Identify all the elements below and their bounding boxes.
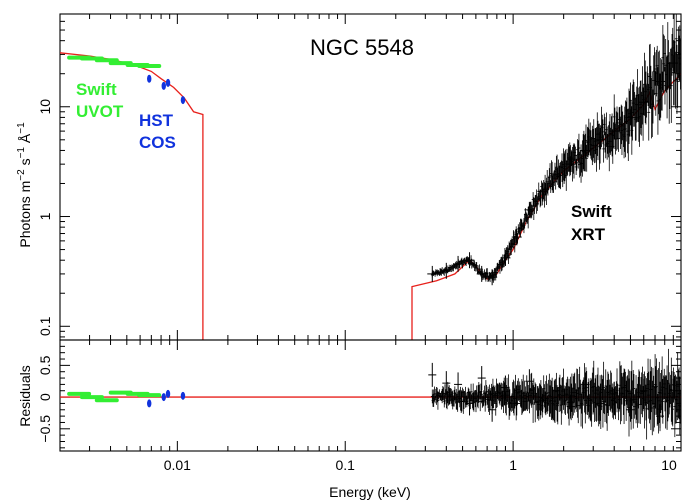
cos-residual (180, 391, 186, 400)
x-axis-label: Energy (keV) (329, 484, 411, 500)
x-tick-label: 10 (661, 457, 677, 473)
top-plot-frame (59, 13, 682, 341)
chart-title: NGC 5548 (310, 35, 414, 60)
res-y-tick-label: 0 (37, 393, 53, 401)
uvot-label-line1: Swift (76, 80, 117, 99)
top-y-tick-label: 10 (37, 99, 53, 115)
top-y-tick-label: 0.1 (37, 316, 53, 336)
residuals-plot-area (60, 348, 681, 440)
xrt-label-line1: Swift (571, 202, 612, 221)
cos-point (161, 81, 166, 90)
residuals-plot-frame (59, 339, 682, 452)
res-y-tick-label: −0.5 (37, 415, 53, 443)
x-tick-label: 0.01 (164, 457, 191, 473)
top-plot-area (60, 14, 681, 340)
x-tick-label: 0.1 (335, 457, 355, 473)
x-tick-label: 1 (509, 457, 517, 473)
cos-residual (161, 393, 166, 402)
top-y-axis-label: Photons m−2 s−1 Å−1 (16, 122, 33, 248)
cos-label-line1: HST (139, 111, 174, 130)
cos-residual (147, 399, 152, 408)
cos-residual (165, 389, 171, 398)
cos-point (165, 78, 171, 87)
residuals-panel: 0.01 0.1 1 10 0.5 0 −0.5 (37, 339, 682, 473)
residuals-y-axis-label: Residuals (17, 365, 33, 426)
xrt-label-line2: XRT (571, 225, 606, 244)
cos-label-line2: COS (139, 133, 176, 152)
cos-point (147, 74, 152, 83)
uvot-label-line2: UVOT (76, 102, 124, 121)
top-y-tick-label: 1 (37, 212, 53, 220)
cos-point (180, 96, 186, 105)
res-y-tick-label: 0.5 (37, 355, 53, 375)
top-panel: 0.1 1 10 (37, 13, 682, 341)
